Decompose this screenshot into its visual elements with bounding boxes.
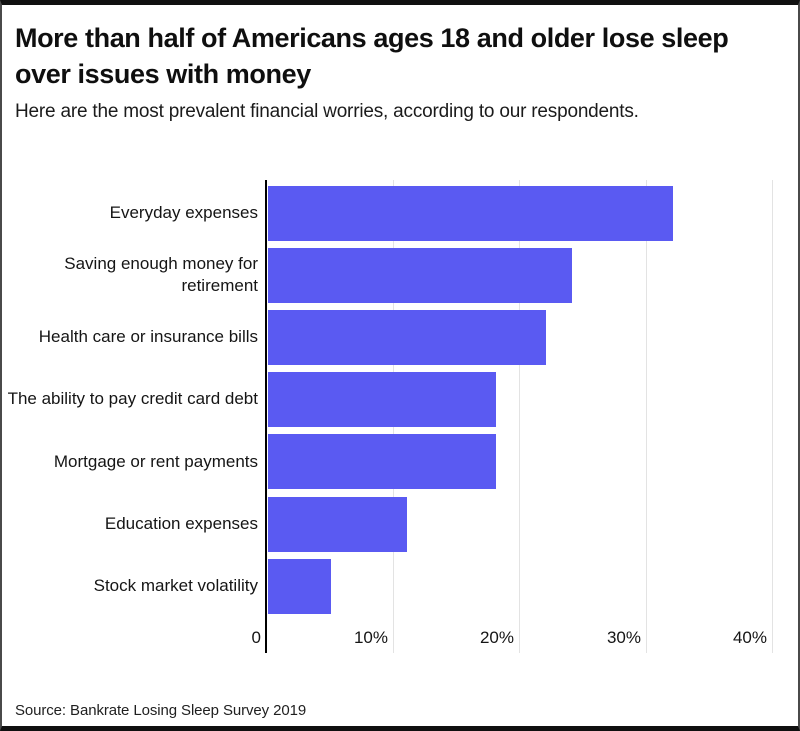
bar-row: Stock market volatility <box>2 555 798 617</box>
gridline <box>772 180 773 653</box>
chart-title: More than half of Americans ages 18 and … <box>15 23 729 89</box>
gridline <box>646 180 647 653</box>
gridline <box>519 180 520 653</box>
x-tick-label: 20% <box>479 628 514 647</box>
category-label: Mortgage or rent payments <box>53 451 258 471</box>
category-label: Everyday expenses <box>109 202 258 222</box>
bar-row: Everyday expenses <box>2 182 798 244</box>
x-tick-label: 0 <box>251 628 261 647</box>
bar <box>268 309 546 365</box>
bar <box>268 247 572 303</box>
category-label: Saving enough money for retirement <box>64 253 258 296</box>
y-axis-line <box>265 180 267 653</box>
bar <box>268 434 496 490</box>
category-label: Stock market volatility <box>93 576 258 595</box>
category-label: Education expenses <box>104 513 258 533</box>
bar-row: Mortgage or rent payments <box>2 431 798 493</box>
bar <box>268 496 407 552</box>
x-axis-labels: 0 10% 20% 30% 40% <box>2 625 798 651</box>
x-tick-label: 10% <box>353 628 388 647</box>
bar <box>268 558 331 614</box>
category-label: Health care or insurance bills <box>38 327 258 347</box>
bar-row: Education expenses <box>2 493 798 555</box>
bar <box>268 372 496 428</box>
category-label: The ability to pay credit card debt <box>7 389 258 409</box>
bar-rows: Everyday expenses Saving enough money for… <box>2 182 798 617</box>
bar-row: Health care or insurance bills <box>2 306 798 368</box>
bar-row: The ability to pay credit card debt <box>2 369 798 431</box>
bar-row: Saving enough money for retirement <box>2 244 798 306</box>
x-tick-label: 40% <box>732 628 767 647</box>
source-note: Source: Bankrate Losing Sleep Survey 201… <box>15 702 307 719</box>
bar-chart: Everyday expenses Saving enough money for… <box>2 5 798 726</box>
x-tick-label: 30% <box>606 628 641 647</box>
chart-subtitle: Here are the most prevalent financial wo… <box>15 100 639 122</box>
bar <box>268 185 673 241</box>
chart-header: More than half of Americans ages 18 and … <box>2 5 798 124</box>
